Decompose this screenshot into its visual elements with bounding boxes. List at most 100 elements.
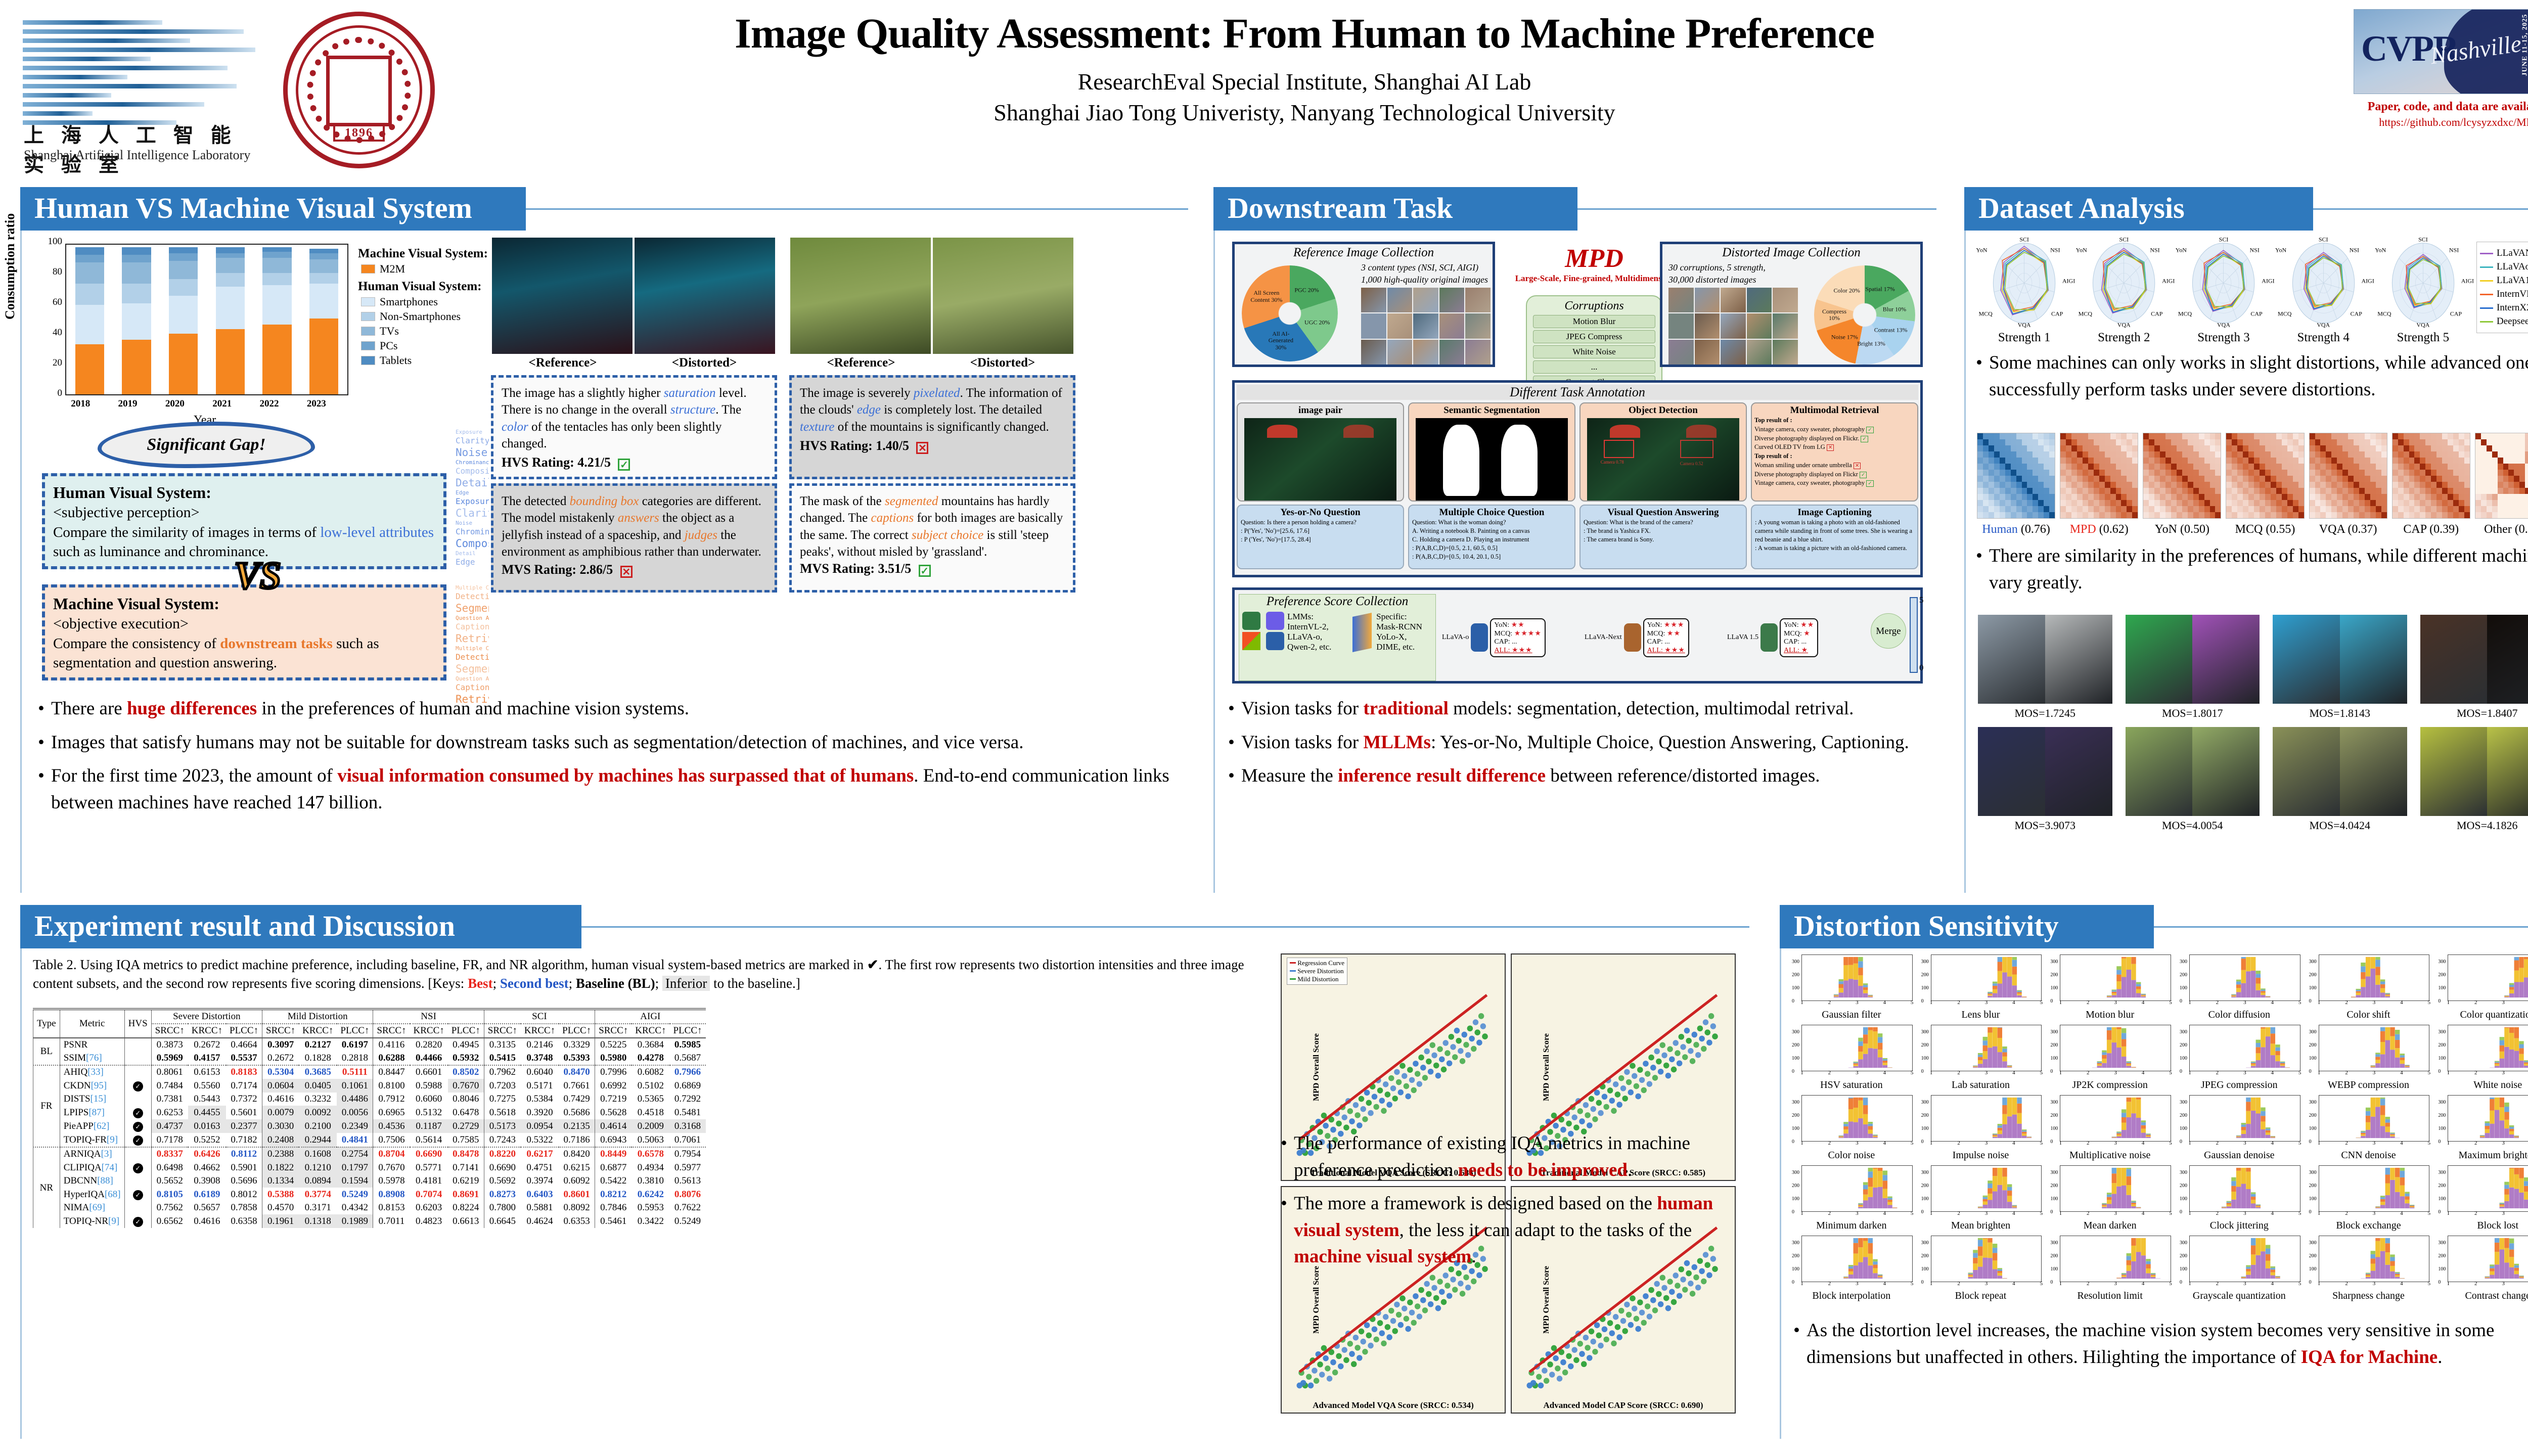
heatmap-cell (2403, 464, 2409, 470)
table-cell: 0.2818 (341, 1053, 369, 1063)
heatmap-cell (2033, 464, 2039, 470)
hvs-check-icon: ✓ (132, 1108, 143, 1118)
heatmap-cell (2088, 439, 2094, 445)
hist-xtick: 3 (1856, 999, 1859, 1006)
rating-row: MCQ: ★★ (1647, 629, 1681, 638)
score-slider[interactable] (1910, 597, 1918, 673)
heatmap-cell (2033, 476, 2039, 482)
heatmap-cell (2375, 433, 2381, 439)
hist-xtick: 3 (2114, 1281, 2117, 1287)
hist-ytick: 100 (2180, 1266, 2187, 1272)
heatmap-cell (2082, 470, 2088, 476)
heatmap-cell (2165, 476, 2171, 482)
heatmap-cell (2375, 476, 2381, 482)
heatmap-cell (2115, 439, 2121, 445)
scatter-ylabel: MPD Overall Score (1542, 1033, 1551, 1101)
hist-label: Color quantization (2460, 1009, 2528, 1020)
heatmap-cell (2260, 433, 2265, 439)
heatmap-cell (2182, 451, 2188, 458)
heatmap-cell (2287, 476, 2293, 482)
rating-row: CAP: ... (1647, 638, 1670, 646)
heatmap-cell (2132, 433, 2138, 439)
heatmap-cell (2364, 464, 2370, 470)
heatmap-cell (2375, 488, 2381, 494)
heatmap-cell (2232, 482, 2238, 488)
heatmap-cell (1994, 476, 2000, 482)
heatmap-cell (2514, 494, 2520, 500)
heatmap-cell (1977, 494, 1983, 500)
legend-line (2480, 266, 2493, 268)
heatmap-cell (2519, 500, 2525, 506)
heatmap-cell (2392, 488, 2398, 494)
heatmap-cell (2486, 476, 2492, 482)
heatmap-cell (2115, 433, 2121, 439)
hist-ytick: 300 (2180, 1240, 2187, 1246)
pipeline-icon (1352, 612, 1377, 653)
heatmap-cell (2348, 482, 2354, 488)
heatmap-cell (2005, 476, 2011, 482)
heatmap-cell (2104, 464, 2110, 470)
hist-ytick: 0 (1792, 998, 1794, 1004)
heatmap-cell (2115, 458, 2121, 464)
hist-ytick: 100 (2180, 985, 2187, 991)
hist-ytick: 0 (2438, 998, 2441, 1004)
hist-xtick: 3 (2243, 1070, 2246, 1076)
heatmap-cell (2204, 512, 2210, 518)
table-cell: 0.1608 (299, 1147, 337, 1161)
heatmap-cell (2480, 500, 2487, 506)
model-icons (1242, 612, 1287, 652)
rating-row: MCQ: ★ (1783, 629, 1811, 638)
heatmap-cell (2276, 458, 2282, 464)
repo-link[interactable]: https://github.com/lcysyzxdxc/MPD (2379, 116, 2528, 128)
heatmap-cell (2508, 512, 2514, 518)
heatmap-cell (2226, 482, 2232, 488)
radar-caption: Strength 2 (2098, 331, 2150, 344)
thumbnail (1746, 288, 1772, 313)
table-cell: 0.7275 (483, 1093, 521, 1106)
heatmap-cell (2398, 512, 2404, 518)
table-cell: 0.5601 (231, 1107, 257, 1118)
heatmap-cell (2143, 488, 2149, 494)
hist-xtick: 2 (2345, 1070, 2348, 1076)
heatmap-cell (2276, 482, 2282, 488)
heatmap-cell (2436, 488, 2443, 494)
table-cell: 0.5171 (526, 1080, 553, 1091)
check-icon: ✓ (1859, 471, 1867, 478)
card-line: Vintage camera, cozy sweater, photograph… (1754, 425, 1915, 434)
heatmap-cell (2093, 506, 2099, 512)
heatmap-cell (2508, 500, 2514, 506)
bar-segment (262, 252, 292, 258)
heatmap-cell (2099, 488, 2105, 494)
radar-axis-label: YoN (2075, 246, 2087, 254)
thumbnail (1413, 339, 1438, 365)
heatmap-cell (2464, 482, 2470, 488)
bar-column (122, 247, 151, 394)
distortion-histogram: 0 100 200 300 1 2 3 4 5 CNN denoise (2308, 1095, 2430, 1161)
heatmap-cell (2066, 476, 2072, 482)
table-cell: 0.6498 (151, 1161, 188, 1174)
table-cell: 0.7562 (151, 1201, 188, 1214)
radar-chart: SCI NSI AIGI CAP VQA MCQ YoN (2375, 236, 2474, 329)
heatmap-cell (2010, 482, 2016, 488)
heatmap-cell (2337, 433, 2343, 439)
rating-row: MCQ: ★★★★ (1494, 629, 1542, 638)
table-row: SSIM[76] 0.5969 0.4157 0.5537 0.2672 0.1828 0.… (33, 1052, 706, 1065)
heatmap-cell (2176, 439, 2182, 445)
heatmap-cell (2354, 512, 2359, 518)
table-cell: 0.5249 (341, 1189, 369, 1200)
heatmap-cell (2044, 482, 2050, 488)
heatmap-cell (2187, 458, 2193, 464)
legend-item: Smartphones (361, 295, 500, 308)
heatmap-cell (2044, 439, 2050, 445)
detection-tag (1603, 439, 1635, 458)
row-hvs-flag (124, 1093, 152, 1106)
heatmap-cell (2492, 512, 2498, 518)
heatmap-cell (2215, 506, 2221, 512)
heatmap-cell (2115, 470, 2121, 476)
hist-ytick: 100 (1921, 1196, 1929, 1202)
heatmap-cell (2315, 439, 2321, 445)
heatmap-cell (2403, 458, 2409, 464)
heatmap-cell (2066, 512, 2072, 518)
card-line: : The camera brand is Sony. (1584, 535, 1654, 543)
